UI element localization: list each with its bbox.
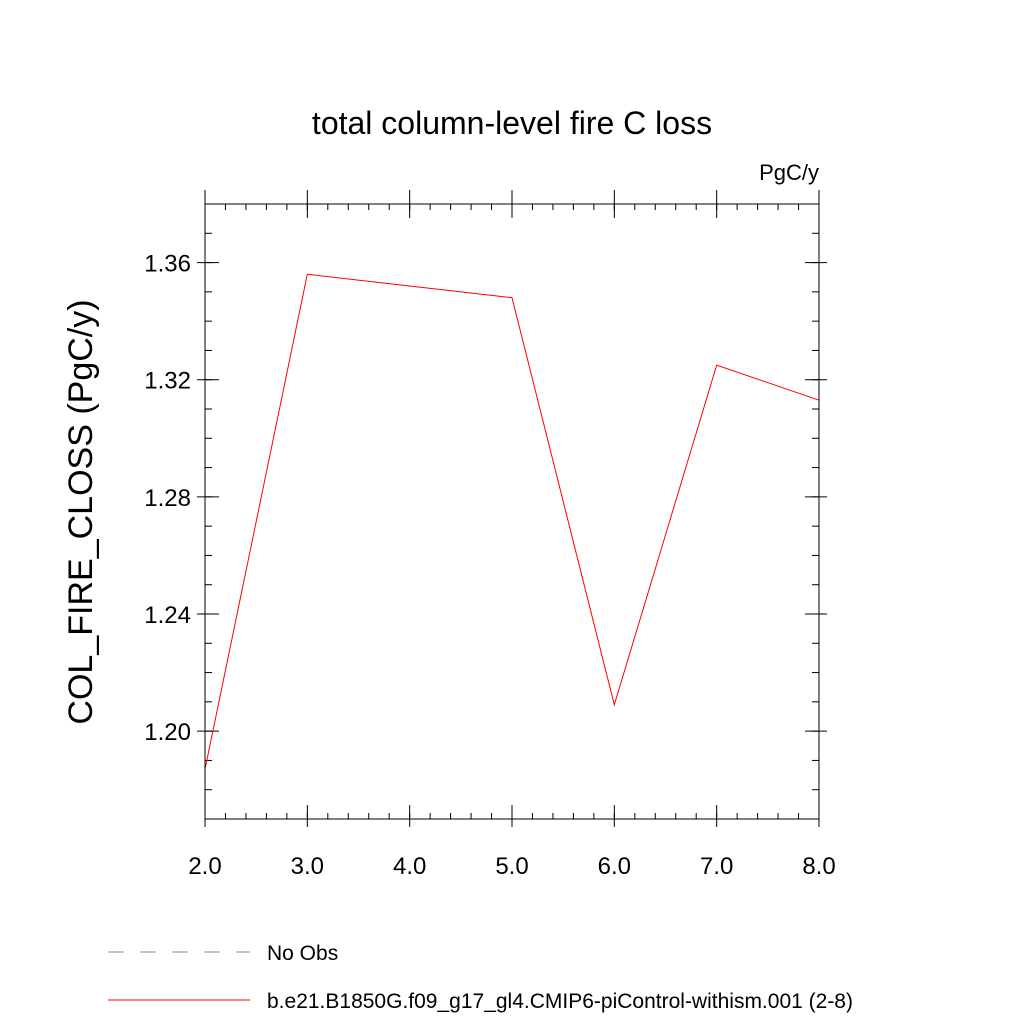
y-tick-label: 1.36 [144,251,191,278]
x-tick-label: 3.0 [291,853,324,880]
legend: No Obs b.e21.B1850G.f09_g17_gl4.CMIP6-pi… [108,942,853,1013]
y-tick-label: 1.20 [144,719,191,746]
y-axis-label: COL_FIRE_CLOSS (PgC/y) [62,299,100,724]
series-line-0 [204,273,820,770]
x-tick-label: 6.0 [598,853,631,880]
x-tick-label: 5.0 [495,853,528,880]
tick-labels: 1.20 1.24 1.28 1.32 1.36 2.0 3.0 4.0 5.0 6.0 7.0 8.… [144,251,835,880]
x-tick-label: 8.0 [802,853,835,880]
x-tick-label: 2.0 [188,853,221,880]
x-tick-label: 7.0 [700,853,733,880]
axis-ticks [197,190,827,827]
y-tick-label: 1.32 [144,368,191,395]
legend-label-no-obs: No Obs [267,942,338,965]
plot-frame [204,203,820,820]
chart-title: total column-level fire C loss [312,105,712,141]
series-layer [204,273,820,770]
units-label: PgC/y [759,160,819,185]
y-tick-label: 1.28 [144,485,191,512]
legend-label-model: b.e21.B1850G.f09_g17_gl4.CMIP6-piControl… [267,990,853,1013]
y-tick-label: 1.24 [144,602,191,629]
x-tick-label: 4.0 [393,853,426,880]
